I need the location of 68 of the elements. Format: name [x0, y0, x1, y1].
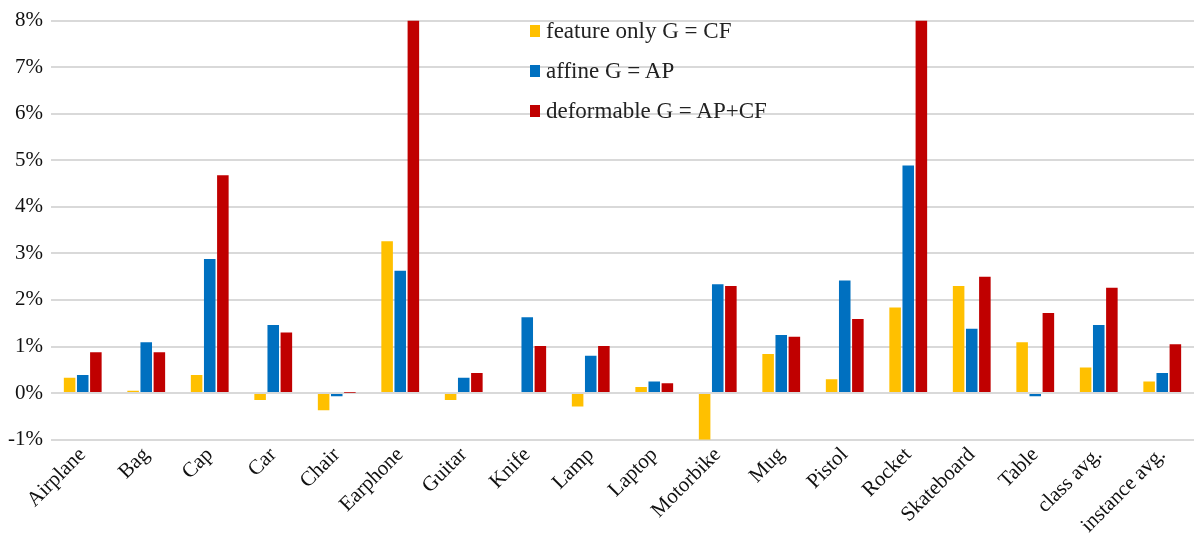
bar — [534, 346, 547, 393]
y-tick-label: 7% — [14, 53, 43, 78]
bar — [598, 346, 610, 393]
x-tick-label: Car — [242, 442, 281, 481]
bar — [203, 259, 216, 393]
bar — [153, 352, 166, 393]
y-tick-label: 8% — [14, 7, 43, 32]
x-tick-label: Mug — [743, 441, 790, 488]
legend-label: affine G = AP — [546, 58, 675, 84]
bar — [698, 394, 711, 440]
bar — [471, 373, 483, 393]
bar — [330, 394, 343, 397]
bar — [317, 394, 330, 411]
bar — [762, 353, 774, 393]
bar — [1016, 342, 1028, 393]
x-tick-label: Cap — [176, 442, 218, 483]
y-tick-label: 6% — [14, 100, 43, 125]
bar — [1106, 287, 1118, 393]
bar — [444, 394, 457, 401]
legend-label: feature only G = CF — [546, 18, 732, 44]
bar — [1143, 381, 1155, 393]
bar — [852, 319, 864, 393]
bar — [217, 175, 229, 393]
y-tick-label: 2% — [14, 286, 43, 311]
y-tick-label: 4% — [14, 193, 43, 218]
y-tick-label: -1% — [7, 426, 43, 451]
x-tick-label: Bag — [112, 441, 155, 483]
bar — [1042, 313, 1055, 393]
bar — [648, 381, 661, 393]
bar — [584, 355, 597, 393]
bar — [1092, 325, 1105, 393]
bar — [661, 383, 674, 393]
bar — [394, 270, 407, 393]
bar — [280, 332, 293, 393]
bar — [381, 241, 393, 393]
y-tick-label: 5% — [14, 146, 43, 171]
y-tick-label: 3% — [14, 239, 43, 264]
bar — [788, 336, 801, 393]
bar — [90, 352, 102, 393]
bar — [1029, 394, 1042, 397]
y-tick-label: 0% — [14, 379, 43, 404]
bar — [140, 342, 153, 393]
bar — [407, 20, 420, 393]
bar — [965, 328, 978, 393]
bar — [571, 394, 584, 407]
bar — [1156, 373, 1169, 393]
bar — [902, 165, 915, 393]
bar — [952, 286, 965, 393]
bar — [457, 377, 470, 393]
legend-label: deformable G = AP+CF — [546, 98, 767, 124]
bar — [267, 325, 280, 393]
bar — [889, 307, 901, 393]
bar — [775, 334, 788, 393]
bar — [1169, 344, 1182, 393]
bar — [63, 377, 76, 393]
bar — [190, 374, 203, 393]
bar — [915, 20, 928, 393]
y-tick-label: 1% — [14, 333, 43, 358]
bar — [979, 276, 991, 393]
bar — [521, 317, 534, 393]
bar — [711, 284, 724, 393]
bar — [1079, 367, 1092, 393]
bar — [725, 286, 737, 393]
bar — [825, 379, 838, 393]
bar — [254, 394, 266, 401]
bar — [76, 374, 89, 393]
bar — [635, 387, 647, 393]
bar — [838, 280, 851, 393]
